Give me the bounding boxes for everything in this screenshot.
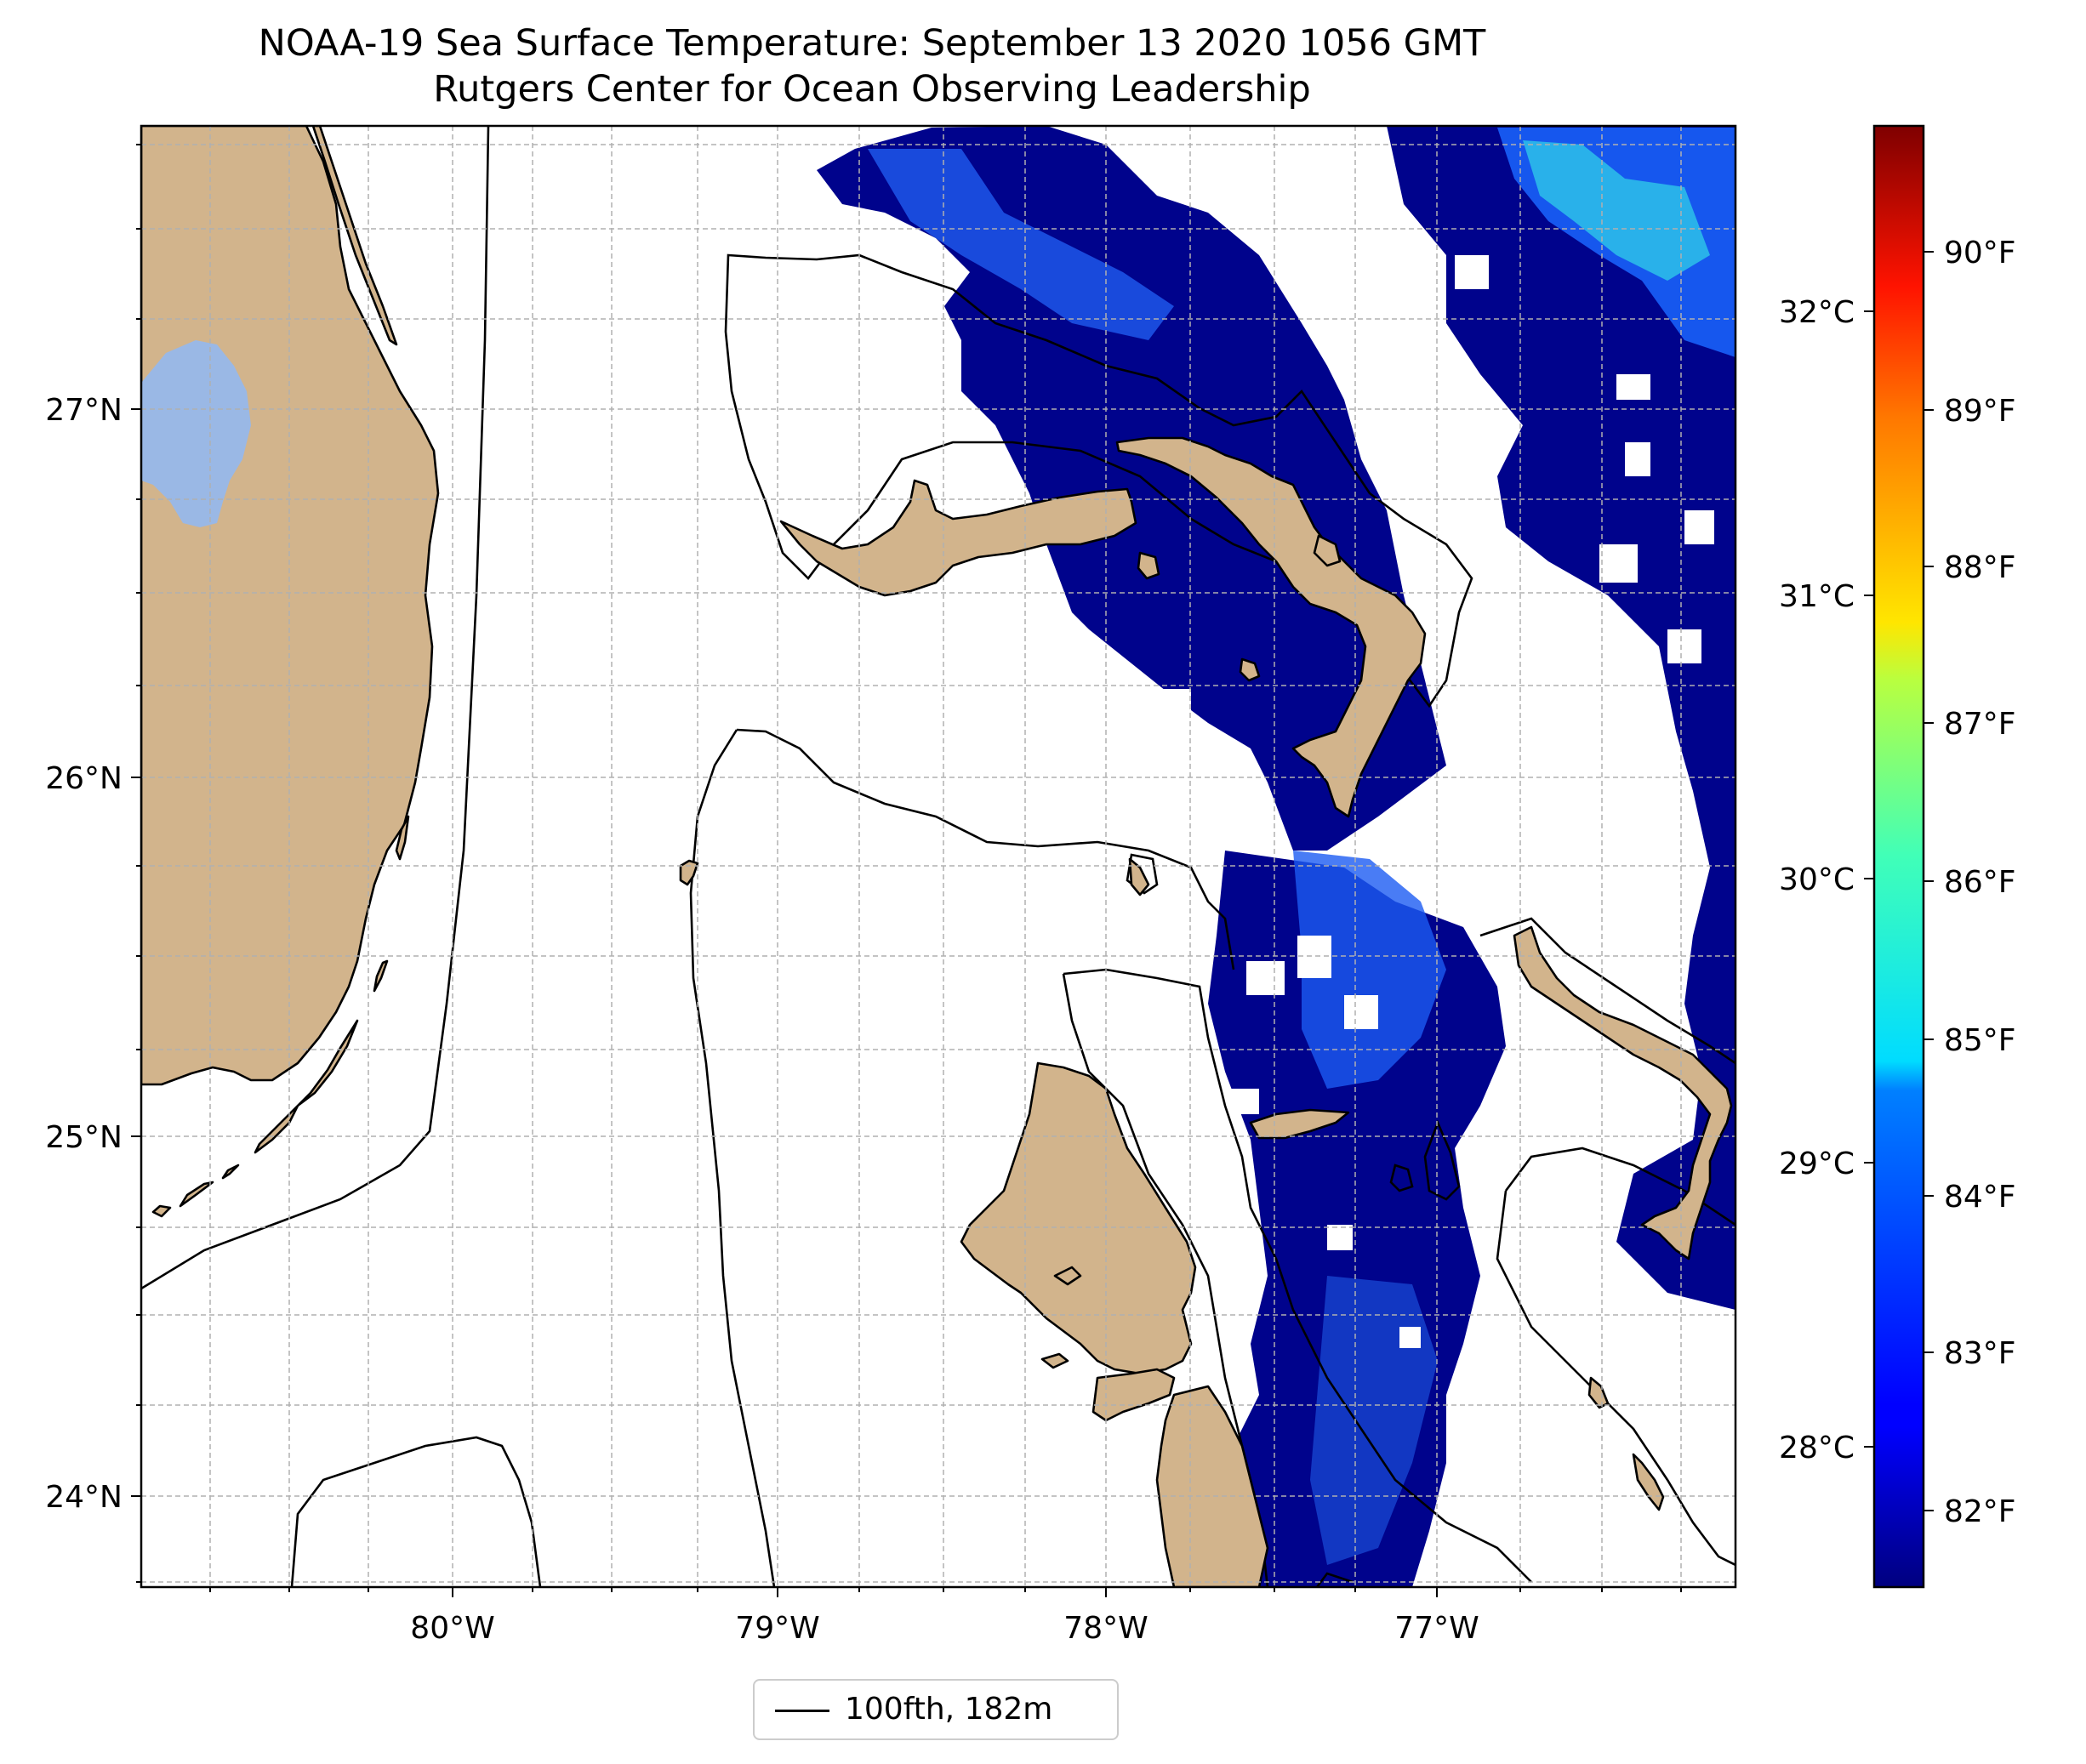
map-axis-ticks xyxy=(131,144,1682,1597)
lake-okeechobee xyxy=(141,340,251,527)
andros-south xyxy=(1155,1385,1269,1587)
lon-tick-label: 80°W xyxy=(410,1611,494,1646)
lat-tick-label: 24°N xyxy=(45,1480,123,1515)
sst-warm-patch-nw xyxy=(868,149,1174,340)
exuma-cays xyxy=(1632,1453,1665,1511)
florida-key-fragment-4 xyxy=(221,1164,240,1180)
sst-swath-east xyxy=(1387,126,1735,1310)
colorbar xyxy=(1872,124,1925,1589)
sst-warm-patch-ne-core xyxy=(1523,140,1710,281)
florida-key-fragment-2 xyxy=(373,959,389,993)
fahrenheit-tick-label: 87°F xyxy=(1944,707,2016,742)
contour-western-edge xyxy=(689,729,776,1587)
andros-fragment-2 xyxy=(1040,1352,1069,1369)
sst-data-layer xyxy=(817,126,1735,1587)
exuma-fragment-1 xyxy=(1587,1376,1610,1409)
legend-contour-swatch xyxy=(775,1710,829,1712)
fahrenheit-tick-label: 90°F xyxy=(1944,236,2016,270)
colorbar-labels: 32°C 31°C 30°C 29°C 28°C 90°F 89°F 88°F 87°F 86°F… xyxy=(1779,236,2015,1529)
lon-tick-label: 77°W xyxy=(1394,1611,1479,1646)
contour-small-loop-1 xyxy=(1389,1164,1414,1192)
bimini-islands xyxy=(679,859,699,886)
contour-eleuthera-bank xyxy=(1479,917,1735,1065)
florida-barrier-island xyxy=(311,126,398,346)
andros-north xyxy=(960,1061,1197,1375)
andros-fragment-1 xyxy=(1053,1266,1082,1286)
contour-tongue-loop xyxy=(1423,1119,1461,1201)
contour-florida-shelf xyxy=(141,126,490,1290)
lon-tick-label: 78°W xyxy=(1063,1611,1148,1646)
florida-key-fragment-1 xyxy=(395,815,410,861)
colorbar-ticks xyxy=(1864,251,1934,1511)
berry-islands xyxy=(1128,857,1150,896)
sst-warm-patch-central xyxy=(1293,851,1446,1089)
map-subtitle: Rutgers Center for Ocean Observing Leade… xyxy=(433,68,1311,111)
celsius-tick-label: 29°C xyxy=(1779,1147,1855,1181)
abaco-cay-3 xyxy=(1137,551,1160,580)
andros-central xyxy=(1091,1368,1176,1422)
map-layers xyxy=(141,126,1735,1587)
abaco-cay-2 xyxy=(1239,657,1261,682)
contour-andros-bank xyxy=(1063,968,1532,1583)
fahrenheit-tick-label: 86°F xyxy=(1944,865,2016,900)
legend-contour-label: 100fth, 182m xyxy=(845,1692,1053,1727)
celsius-tick-label: 32°C xyxy=(1779,295,1855,330)
eleuthera xyxy=(1513,925,1733,1260)
cloud-gaps xyxy=(1038,153,1714,1348)
lat-tick-label: 26°N xyxy=(45,761,123,796)
lon-tick-label: 79°W xyxy=(735,1611,819,1646)
map-legend: 100fth, 182m xyxy=(753,1679,1119,1740)
contour-small-loop-2 xyxy=(1126,853,1159,895)
celsius-tick-label: 30°C xyxy=(1779,862,1855,897)
contour-cay-sal-bank xyxy=(290,1436,542,1587)
fahrenheit-tick-label: 88°F xyxy=(1944,550,2016,585)
map-frame xyxy=(140,124,1737,1589)
map-axis-labels: 80°W 79°W 78°W 77°W 27°N 26°N 25°N 24°N xyxy=(45,393,1479,1646)
fahrenheit-tick-label: 82°F xyxy=(1944,1494,2016,1529)
florida-keys-upper xyxy=(254,1019,359,1154)
fahrenheit-tick-label: 89°F xyxy=(1944,394,2016,429)
lat-tick-label: 27°N xyxy=(45,393,123,428)
florida-key-fragment-5 xyxy=(151,1204,172,1218)
map-gridlines xyxy=(141,126,1735,1587)
fahrenheit-tick-label: 85°F xyxy=(1944,1023,2016,1058)
map-title: NOAA-19 Sea Surface Temperature: Septemb… xyxy=(258,22,1486,65)
celsius-tick-label: 31°C xyxy=(1779,579,1855,614)
contour-tick-1 xyxy=(1315,1572,1354,1587)
sst-swath-south xyxy=(1208,851,1506,1587)
florida-key-fragment-3 xyxy=(179,1181,214,1208)
abaco-cay-1 xyxy=(1313,534,1342,567)
celsius-tick-label: 28°C xyxy=(1779,1431,1855,1465)
fahrenheit-tick-label: 84°F xyxy=(1944,1180,2016,1215)
grand-bahama-island xyxy=(779,479,1137,597)
lat-tick-label: 25°N xyxy=(45,1120,123,1155)
fahrenheit-tick-label: 83°F xyxy=(1944,1336,2016,1371)
contour-great-bahama-bank-west xyxy=(736,728,1235,970)
